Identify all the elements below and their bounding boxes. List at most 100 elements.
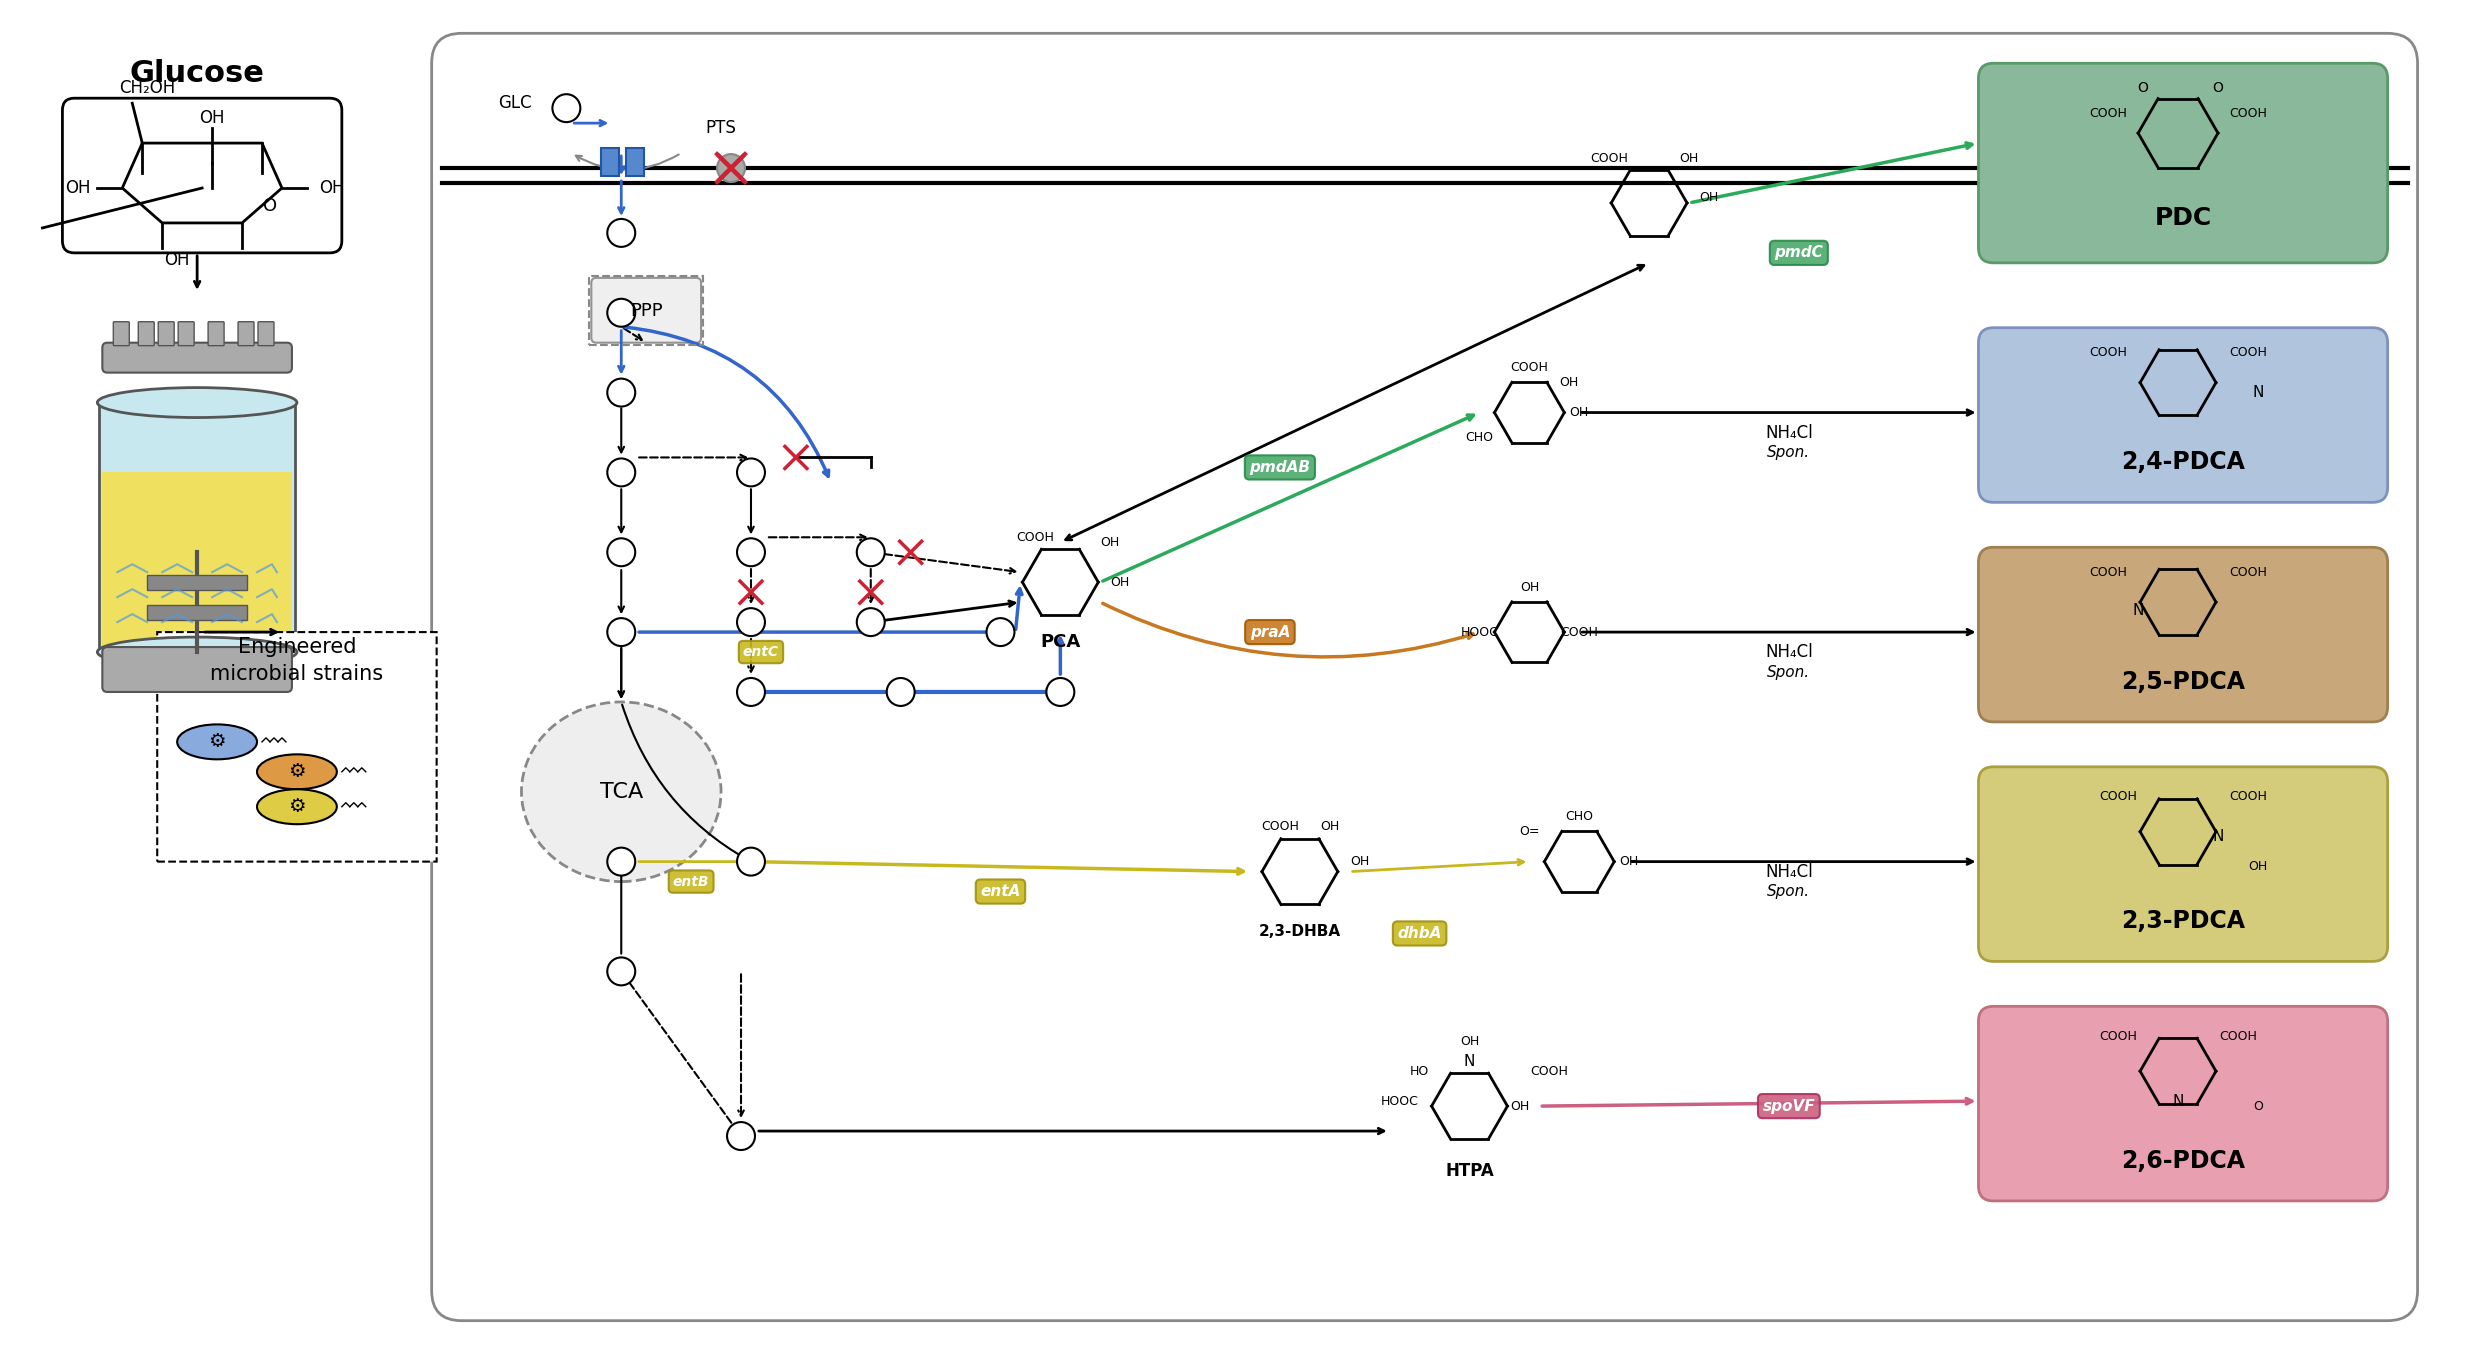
- FancyBboxPatch shape: [1979, 548, 2387, 722]
- Text: OH: OH: [318, 178, 346, 197]
- Text: 2,5-PDCA: 2,5-PDCA: [2120, 671, 2246, 694]
- Bar: [627, 149, 644, 176]
- Text: Spon.: Spon.: [1767, 884, 1812, 899]
- Text: PPP: PPP: [629, 301, 661, 320]
- FancyBboxPatch shape: [114, 322, 128, 346]
- Ellipse shape: [96, 637, 296, 667]
- Text: COOH: COOH: [2090, 346, 2127, 360]
- Text: NH₄Cl: NH₄Cl: [1765, 423, 1812, 442]
- Ellipse shape: [521, 702, 721, 882]
- Text: O=: O=: [1520, 825, 1540, 838]
- Text: entA: entA: [980, 884, 1022, 899]
- Text: HOOC: HOOC: [1380, 1095, 1419, 1107]
- Text: OH: OH: [1560, 376, 1580, 389]
- Text: COOH: COOH: [2100, 1030, 2137, 1042]
- Text: spoVF: spoVF: [1762, 1099, 1814, 1114]
- Text: NH₄Cl: NH₄Cl: [1765, 644, 1812, 661]
- Bar: [602, 149, 619, 176]
- Circle shape: [718, 154, 745, 183]
- Bar: [590, 276, 703, 345]
- Text: OH: OH: [1510, 1099, 1530, 1113]
- Text: OH: OH: [64, 178, 91, 197]
- Text: N: N: [2211, 829, 2224, 844]
- Text: COOH: COOH: [2090, 565, 2127, 579]
- Text: HTPA: HTPA: [1446, 1161, 1493, 1180]
- Text: HOOC: HOOC: [1461, 626, 1498, 638]
- Text: O: O: [264, 197, 276, 215]
- Ellipse shape: [178, 725, 257, 760]
- Text: GLC: GLC: [499, 95, 531, 112]
- Circle shape: [607, 957, 634, 986]
- Text: COOH: COOH: [1589, 151, 1629, 165]
- Text: ⚙: ⚙: [207, 733, 227, 752]
- FancyArrow shape: [148, 575, 247, 589]
- Circle shape: [856, 608, 884, 635]
- Text: TCA: TCA: [600, 781, 642, 802]
- FancyBboxPatch shape: [1979, 64, 2387, 262]
- Circle shape: [553, 95, 580, 122]
- Text: praA: praA: [1249, 625, 1291, 639]
- Text: O: O: [2137, 81, 2150, 95]
- Text: entB: entB: [674, 875, 708, 888]
- Text: 2,4-PDCA: 2,4-PDCA: [2120, 450, 2246, 475]
- Circle shape: [856, 538, 884, 566]
- Text: OH: OH: [1320, 821, 1340, 833]
- Circle shape: [607, 458, 634, 487]
- Circle shape: [728, 1122, 755, 1151]
- Circle shape: [886, 677, 916, 706]
- Circle shape: [607, 379, 634, 407]
- Text: Glucose: Glucose: [131, 58, 264, 88]
- Text: OH: OH: [1570, 406, 1589, 419]
- Text: Engineered: Engineered: [237, 637, 355, 657]
- FancyBboxPatch shape: [1979, 327, 2387, 503]
- Bar: [99, 403, 296, 652]
- Text: CHO: CHO: [1565, 810, 1594, 823]
- Text: CHO: CHO: [1466, 431, 1493, 443]
- Circle shape: [607, 848, 634, 876]
- Text: PCA: PCA: [1039, 633, 1081, 652]
- Text: COOH: COOH: [2229, 107, 2266, 120]
- FancyArrow shape: [148, 604, 247, 619]
- FancyBboxPatch shape: [432, 34, 2419, 1321]
- Text: COOH: COOH: [2090, 107, 2127, 120]
- Text: ⚙: ⚙: [289, 798, 306, 817]
- Text: OH: OH: [1111, 576, 1130, 588]
- Circle shape: [738, 458, 765, 487]
- Text: N: N: [2253, 385, 2263, 400]
- Circle shape: [738, 608, 765, 635]
- Text: pmdAB: pmdAB: [1249, 460, 1311, 475]
- Text: Spon.: Spon.: [1767, 665, 1812, 680]
- Text: OH: OH: [1461, 1034, 1478, 1048]
- Text: microbial strains: microbial strains: [210, 664, 383, 684]
- FancyBboxPatch shape: [62, 99, 343, 253]
- Text: COOH: COOH: [2229, 791, 2266, 803]
- Text: OH: OH: [1350, 854, 1370, 868]
- Circle shape: [987, 618, 1014, 646]
- Text: NH₄Cl: NH₄Cl: [1765, 863, 1812, 880]
- Text: COOH: COOH: [1530, 1064, 1567, 1078]
- FancyBboxPatch shape: [138, 322, 153, 346]
- FancyBboxPatch shape: [237, 322, 254, 346]
- Text: OH: OH: [1619, 854, 1639, 868]
- Text: OH: OH: [165, 251, 190, 269]
- Text: pmdC: pmdC: [1774, 245, 1824, 261]
- Circle shape: [738, 538, 765, 566]
- Text: O: O: [2211, 81, 2224, 95]
- Ellipse shape: [96, 388, 296, 418]
- Text: N: N: [2132, 603, 2145, 618]
- Circle shape: [607, 219, 634, 247]
- FancyBboxPatch shape: [1979, 767, 2387, 961]
- FancyBboxPatch shape: [592, 277, 701, 342]
- Text: COOH: COOH: [2229, 565, 2266, 579]
- Text: CH₂OH: CH₂OH: [118, 80, 175, 97]
- Text: OH: OH: [1700, 192, 1718, 204]
- Text: N: N: [1464, 1053, 1476, 1068]
- Circle shape: [738, 677, 765, 706]
- Text: 2,3-PDCA: 2,3-PDCA: [2120, 910, 2246, 933]
- Text: O: O: [2253, 1099, 2263, 1113]
- Text: 2,3-DHBA: 2,3-DHBA: [1259, 923, 1340, 940]
- Text: COOH: COOH: [2229, 346, 2266, 360]
- Circle shape: [607, 299, 634, 327]
- FancyBboxPatch shape: [158, 322, 175, 346]
- FancyBboxPatch shape: [101, 648, 291, 692]
